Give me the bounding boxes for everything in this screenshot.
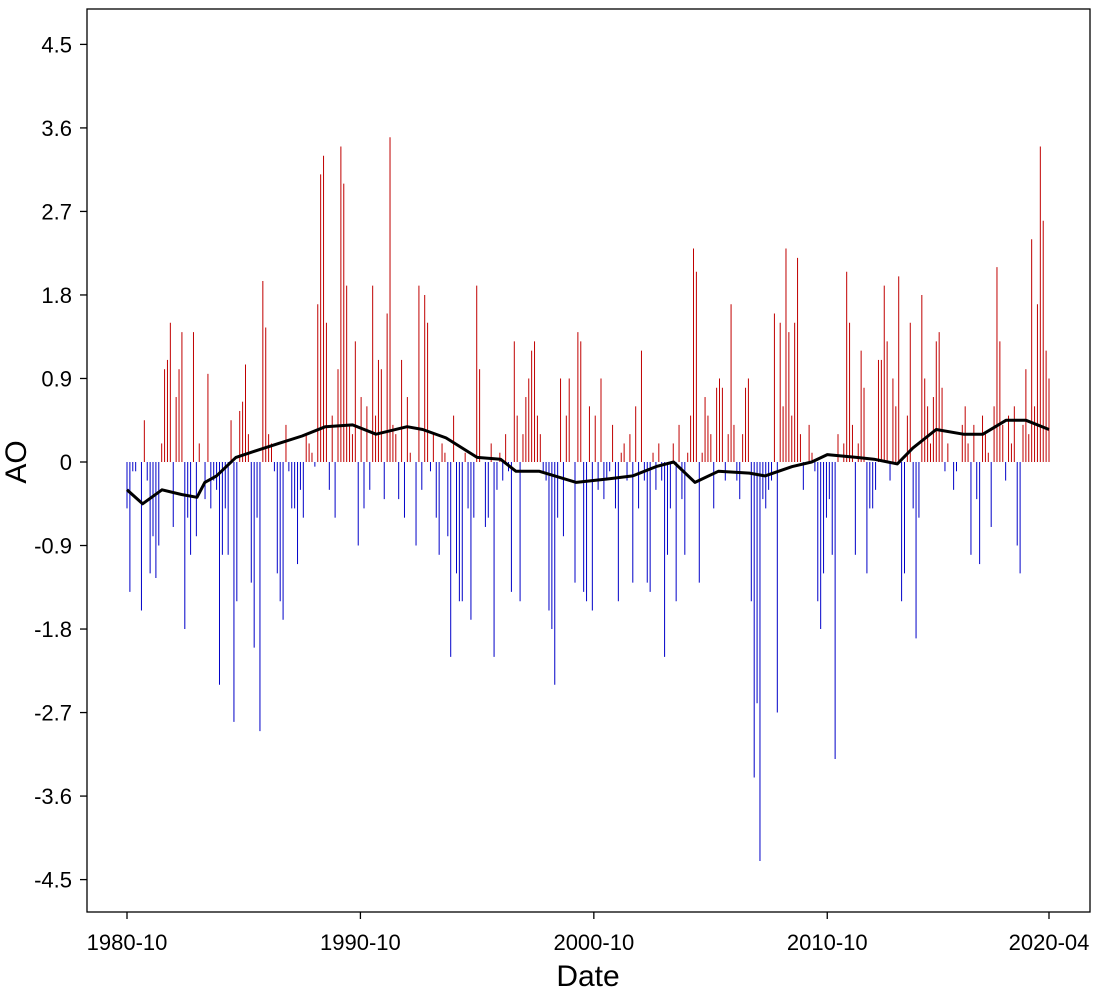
y-tick-label: 3.6	[41, 116, 72, 141]
y-tick-label: -4.5	[34, 868, 72, 893]
y-tick-label: 0	[60, 450, 72, 475]
bars-group	[126, 137, 1050, 862]
x-tick-label: 2010-10	[787, 930, 868, 955]
y-tick-label: -2.7	[34, 701, 72, 726]
trend-line	[125, 418, 1050, 506]
y-axis-title: AO	[0, 440, 33, 483]
x-tick-label: 2020-04	[1009, 930, 1090, 955]
y-tick-label: 4.5	[41, 32, 72, 57]
y-tick-label: -3.6	[34, 784, 72, 809]
x-tick-label: 2000-10	[553, 930, 634, 955]
y-axis: 4.5 3.6 2.7 1.8 0.9 0 -0.9 -1.8 -2.7 -3.6 -4.5	[34, 32, 87, 893]
y-tick-label: 1.8	[41, 283, 72, 308]
y-tick-label: 2.7	[41, 199, 72, 224]
y-tick-label: 0.9	[41, 366, 72, 391]
x-axis: 1980-10 1990-10 2000-10 2010-10 2020-04	[87, 912, 1090, 955]
y-tick-label: -1.8	[34, 617, 72, 642]
y-tick-label: -0.9	[34, 534, 72, 559]
x-axis-title: Date	[556, 960, 619, 993]
x-tick-label: 1980-10	[87, 930, 168, 955]
plot-frame	[86, 8, 1091, 913]
x-tick-label: 1990-10	[320, 930, 401, 955]
